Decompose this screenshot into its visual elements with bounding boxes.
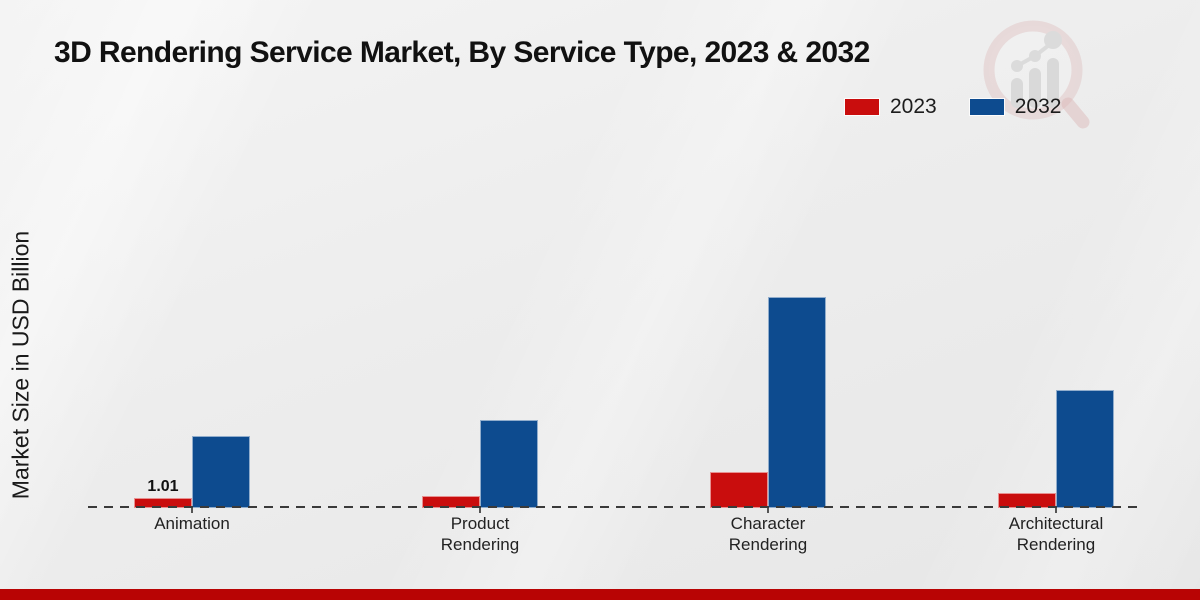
- category-tick: [191, 508, 193, 513]
- legend-label-2032: 2032: [1014, 95, 1062, 118]
- brand-logo-watermark: [983, 20, 1090, 129]
- legend: 2023 2032: [844, 95, 1062, 119]
- bar-2032: [192, 436, 250, 508]
- legend-item-2023: 2023: [844, 95, 937, 119]
- category-tick: [479, 508, 481, 513]
- bar-2032: [480, 420, 538, 508]
- legend-item-2032: 2032: [968, 95, 1062, 119]
- legend-swatch-2023: [844, 98, 880, 116]
- category-label: Animation: [154, 514, 230, 533]
- category-tick: [767, 508, 769, 513]
- category-label: Architectural Rendering: [1008, 514, 1104, 554]
- category-label: Product Rendering: [440, 514, 520, 554]
- bar-2032: [768, 297, 826, 508]
- bar-2023: [710, 472, 768, 508]
- footer-accent-bar: [0, 589, 1200, 600]
- category-label: Character Rendering: [728, 514, 808, 554]
- chart-title: 3D Rendering Service Market, By Service …: [54, 36, 870, 69]
- bar-value-label: 1.01: [147, 478, 179, 495]
- bar-2032: [1056, 390, 1114, 508]
- legend-swatch-2032: [968, 98, 1005, 116]
- x-axis-baseline: [88, 506, 1143, 508]
- legend-label-2023: 2023: [890, 95, 937, 118]
- category-tick: [1055, 508, 1057, 513]
